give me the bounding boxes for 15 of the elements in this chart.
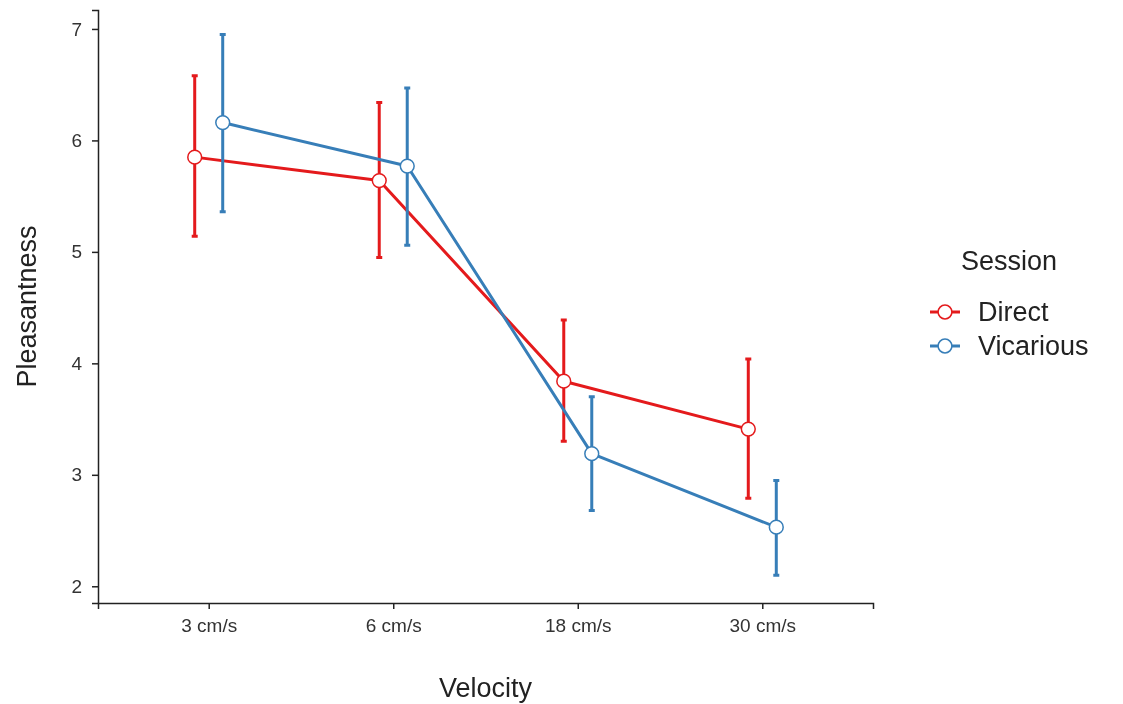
y-tick-label: 3 — [71, 464, 82, 486]
y-axis-title: Pleasantness — [12, 225, 42, 388]
y-tick-label: 4 — [71, 352, 83, 374]
x-tick-label: 30 cm/s — [729, 615, 797, 637]
x-axis-title: Velocity — [438, 673, 533, 703]
x-tick-label: 3 cm/s — [181, 615, 238, 637]
x-tick-label: 18 cm/s — [545, 615, 612, 637]
x-tick-label: 6 cm/s — [365, 615, 422, 637]
y-tick-label: 5 — [71, 241, 82, 263]
y-tick-label: 7 — [71, 18, 82, 40]
legend-label: Vicarious — [978, 331, 1089, 361]
legend-label: Direct — [978, 297, 1049, 327]
legend-title: Session — [961, 246, 1058, 276]
y-tick-label: 2 — [71, 575, 82, 597]
y-tick-label: 6 — [71, 130, 82, 151]
